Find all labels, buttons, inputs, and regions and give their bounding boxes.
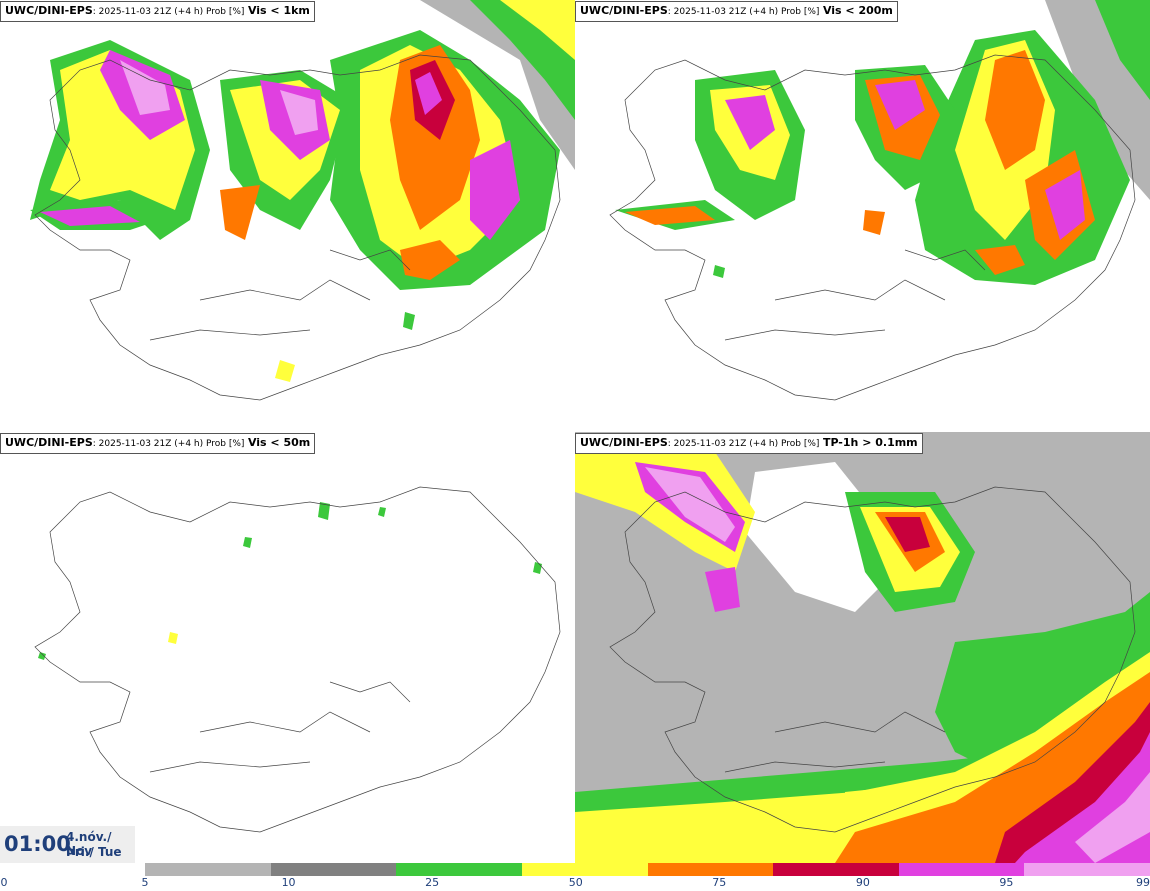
legend-tick-75: 75 <box>712 876 727 889</box>
panel-title: UWC/DINI-EPS: 2025-11-03 21Z (+4 h) Prob… <box>0 433 316 454</box>
legend-tick-95: 95 <box>999 876 1014 889</box>
probability-map <box>34 486 561 833</box>
legend-tick-99: 99 <box>1136 876 1150 889</box>
legend-tick-50: 50 <box>568 876 583 889</box>
map-panel-vis-200m: UWC/DINI-EPS: 2025-11-03 21Z (+4 h) Prob… <box>575 0 1150 431</box>
map-panel-precip: UWC/DINI-EPS: 2025-11-03 21Z (+4 h) Prob… <box>575 432 1150 863</box>
probability-legend <box>145 863 1150 876</box>
panel-title: UWC/DINI-EPS: 2025-11-03 21Z (+4 h) Prob… <box>0 1 315 22</box>
valid-date-line1: 4.nóv./ Nov <box>66 830 112 858</box>
legend-tick-90: 90 <box>855 876 870 889</box>
panel-title: UWC/DINI-EPS: 2025-11-03 21Z (+4 h) Prob… <box>575 1 898 22</box>
probability-map <box>609 0 1150 401</box>
coastline-outline <box>34 54 561 401</box>
legend-swatch-1 <box>270 863 397 876</box>
legend-swatch-2 <box>396 863 522 876</box>
map-panel-vis-50m: UWC/DINI-EPS: 2025-11-03 21Z (+4 h) Prob… <box>0 432 575 863</box>
valid-time-box: 01:00 4.nóv./ Nov Þri./ Tue <box>0 826 135 863</box>
coastline-outline <box>609 54 1136 401</box>
coastline-outline <box>34 486 561 833</box>
legend-swatch-0 <box>145 863 271 876</box>
probability-map <box>575 432 1150 863</box>
legend-swatch-6 <box>898 863 1025 876</box>
shading-layer <box>30 0 575 382</box>
legend-swatch-4 <box>647 863 774 876</box>
legend-tick-0: 0 <box>0 876 8 889</box>
legend-swatch-5 <box>773 863 899 876</box>
legend-tick-10: 10 <box>281 876 296 889</box>
valid-time: 01:00 <box>4 832 71 856</box>
panel-title: UWC/DINI-EPS: 2025-11-03 21Z (+4 h) Prob… <box>575 433 923 454</box>
valid-date-line2: Þri./ Tue <box>66 845 122 859</box>
shading-layer <box>615 0 1150 285</box>
legend-tick-5: 5 <box>141 876 149 889</box>
legend-swatch-3 <box>521 863 648 876</box>
legend-tick-25: 25 <box>425 876 440 889</box>
legend-swatch-7 <box>1024 863 1150 876</box>
shading-layer <box>575 432 1150 863</box>
coastline-outline <box>609 486 1136 833</box>
map-panel-vis-1km: UWC/DINI-EPS: 2025-11-03 21Z (+4 h) Prob… <box>0 0 575 431</box>
shading-layer <box>38 502 542 660</box>
probability-map <box>30 0 575 401</box>
